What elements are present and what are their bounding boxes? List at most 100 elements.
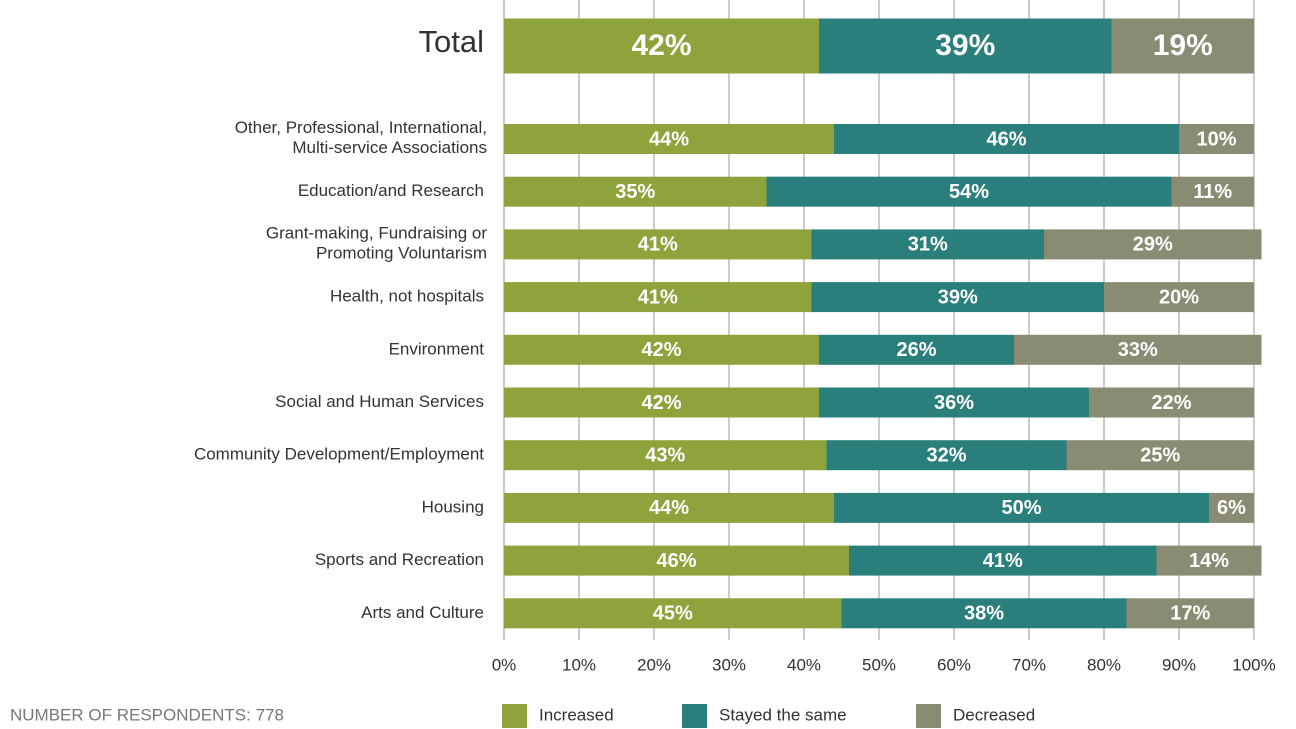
category-label: Environment <box>389 339 485 358</box>
category-label: Housing <box>422 497 484 516</box>
value-label: 41% <box>638 286 678 308</box>
bar-segment <box>504 387 819 418</box>
bar-segment <box>819 18 1112 74</box>
value-label: 42% <box>641 339 681 361</box>
bar-segment <box>504 440 827 471</box>
bar-segment <box>504 492 834 523</box>
value-label: 39% <box>935 29 995 62</box>
x-tick-label: 20% <box>637 655 671 674</box>
legend-swatch <box>682 704 707 728</box>
bar-segment <box>504 334 819 365</box>
footnote: NUMBER OF RESPONDENTS: 778 <box>10 705 284 724</box>
value-label: 46% <box>986 128 1026 150</box>
bar-segment <box>504 545 849 576</box>
value-label: 6% <box>1217 497 1246 519</box>
bar-segment <box>1044 229 1262 260</box>
bar-segment <box>841 598 1127 629</box>
value-label: 41% <box>638 234 678 256</box>
bar-segment <box>849 545 1157 576</box>
category-line: Promoting Voluntarism <box>316 244 487 263</box>
value-label: 26% <box>896 339 936 361</box>
value-label: 38% <box>964 603 1004 625</box>
category-label: Grant-making, Fundraising or Promoting Vo… <box>266 224 487 263</box>
legend-swatch <box>916 704 941 728</box>
legend-label: Increased <box>539 705 614 724</box>
category-line: Multi-service Associations <box>292 138 487 157</box>
bar-segment <box>1209 492 1254 523</box>
bar-segment <box>1171 176 1254 207</box>
x-tick-label: 40% <box>787 655 821 674</box>
x-tick-label: 90% <box>1162 655 1196 674</box>
category-line: Other, Professional, International, <box>235 118 487 137</box>
bar-segment <box>1126 598 1254 629</box>
value-label: 42% <box>631 29 691 62</box>
bar-segment <box>834 124 1179 154</box>
x-tick-label: 50% <box>862 655 896 674</box>
category-label: Sports and Recreation <box>315 550 484 569</box>
category-label: Community Development/Employment <box>194 445 484 464</box>
category-label: Other, Professional, International, Multi… <box>235 118 487 157</box>
legend-label: Stayed the same <box>719 705 847 724</box>
bar-segment <box>1156 545 1262 576</box>
x-tick-label: 70% <box>1012 655 1046 674</box>
category-label: Arts and Culture <box>361 603 484 622</box>
value-label: 43% <box>645 444 685 466</box>
value-label: 44% <box>649 128 689 150</box>
bar-segment <box>1066 440 1254 471</box>
bar-segment <box>811 282 1104 313</box>
value-label: 31% <box>908 234 948 256</box>
bar-segment <box>1111 18 1254 74</box>
value-label: 45% <box>653 603 693 625</box>
bar-segment <box>504 282 812 313</box>
value-label: 19% <box>1153 29 1213 62</box>
legend-label: Decreased <box>953 705 1035 724</box>
bar-segment <box>1179 124 1254 154</box>
legend-swatch <box>502 704 527 728</box>
bar-segment <box>504 598 842 629</box>
bar-segment <box>834 492 1209 523</box>
value-label: 22% <box>1151 392 1191 414</box>
value-label: 46% <box>656 550 696 572</box>
x-tick-label: 100% <box>1232 655 1275 674</box>
category-label: Social and Human Services <box>275 392 484 411</box>
value-label: 41% <box>983 550 1023 572</box>
bar-segment <box>1089 387 1254 418</box>
value-label: 14% <box>1189 550 1229 572</box>
category-label: Total <box>419 24 484 59</box>
bar-segment <box>826 440 1067 471</box>
bar-segment <box>819 334 1014 365</box>
bar-segment <box>504 124 834 154</box>
value-label: 50% <box>1001 497 1041 519</box>
value-label: 39% <box>938 286 978 308</box>
category-line: Grant-making, Fundraising or <box>266 224 487 243</box>
x-tick-label: 10% <box>562 655 596 674</box>
value-label: 29% <box>1133 234 1173 256</box>
x-tick-label: 80% <box>1087 655 1121 674</box>
bar-segment <box>811 229 1044 260</box>
value-label: 42% <box>641 392 681 414</box>
value-label: 36% <box>934 392 974 414</box>
x-tick-label: 0% <box>492 655 517 674</box>
bar-segment <box>504 18 819 74</box>
bar-segment <box>819 387 1089 418</box>
x-tick-label: 30% <box>712 655 746 674</box>
bar-segment <box>1104 282 1254 313</box>
category-label: Education/and Research <box>298 181 484 200</box>
bar-segment <box>504 229 812 260</box>
bar-segment <box>766 176 1172 207</box>
value-label: 10% <box>1196 128 1236 150</box>
x-tick-label: 60% <box>937 655 971 674</box>
value-label: 33% <box>1118 339 1158 361</box>
value-label: 17% <box>1170 603 1210 625</box>
category-label: Health, not hospitals <box>330 287 484 306</box>
value-label: 44% <box>649 497 689 519</box>
value-label: 54% <box>949 181 989 203</box>
value-label: 32% <box>926 444 966 466</box>
value-label: 20% <box>1159 286 1199 308</box>
value-label: 11% <box>1193 181 1232 203</box>
value-label: 35% <box>615 181 655 203</box>
bar-segment <box>1014 334 1262 365</box>
value-label: 25% <box>1140 444 1180 466</box>
bar-segment <box>504 176 767 207</box>
